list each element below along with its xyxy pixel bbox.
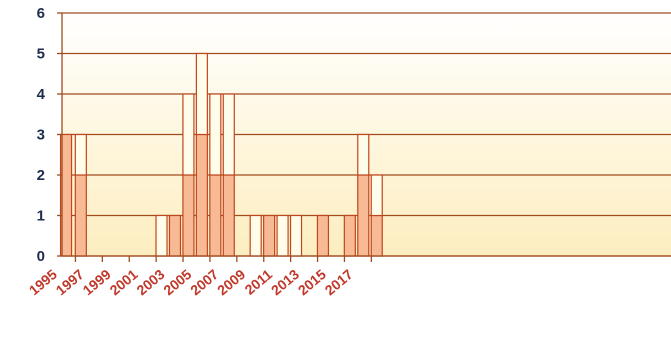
y-tick-label: 3	[37, 127, 45, 144]
y-tick-label: 0	[37, 248, 45, 265]
y-axis-labels: 0 1 2 3 4 5 6	[37, 5, 46, 265]
bar-upper-segment	[357, 133, 370, 176]
x-tick-label: 2011	[242, 266, 276, 298]
bar-lower-segment	[263, 214, 276, 257]
bars	[59, 52, 383, 257]
x-tick-label: 2001	[106, 266, 140, 298]
bar-lower-segment	[357, 174, 370, 257]
x-tick-label: 2009	[214, 266, 248, 298]
bar-lower-segment	[343, 214, 356, 257]
bar-upper-segment	[209, 93, 222, 176]
bar-lower-segment	[195, 133, 208, 257]
x-axis-labels: 1995199719992001200320052007200920112013…	[26, 266, 356, 298]
bar-upper-segment	[74, 133, 87, 176]
y-tick-label: 4	[37, 86, 46, 103]
bar-lower-segment	[316, 214, 330, 257]
bar-upper-segment	[182, 93, 195, 176]
x-tick-label: 2005	[160, 266, 194, 298]
x-tick-label: 1999	[80, 266, 114, 298]
bar-lower-segment	[222, 174, 235, 257]
bar-upper-segment	[195, 52, 208, 136]
y-tick-label: 5	[37, 46, 45, 63]
bar-upper-segment	[155, 214, 168, 257]
bar-upper-segment	[249, 214, 262, 257]
y-tick-label: 1	[37, 208, 45, 225]
x-tick-label: 2015	[295, 266, 329, 298]
x-tick-label: 1997	[53, 266, 87, 298]
x-tick-label: 2007	[187, 266, 221, 298]
axes	[57, 12, 671, 262]
x-tick-label: 2013	[268, 266, 302, 298]
x-tick-label: 1995	[26, 266, 60, 298]
y-tick-label: 6	[37, 5, 45, 22]
bar-lower-segment	[182, 174, 195, 257]
bar-upper-segment	[222, 93, 235, 176]
x-tick-label: 2003	[133, 266, 167, 298]
y-tick-label: 2	[37, 167, 45, 184]
x-tick-label: 2017	[322, 266, 356, 298]
bar-lower-segment	[168, 214, 182, 257]
bar-lower-segment	[74, 174, 87, 257]
bar-upper-segment	[276, 214, 289, 257]
bar-upper-segment	[370, 174, 383, 217]
bar-lower-segment	[370, 214, 383, 257]
bar-upper-segment	[289, 214, 303, 257]
bar-lower-segment	[209, 174, 222, 257]
